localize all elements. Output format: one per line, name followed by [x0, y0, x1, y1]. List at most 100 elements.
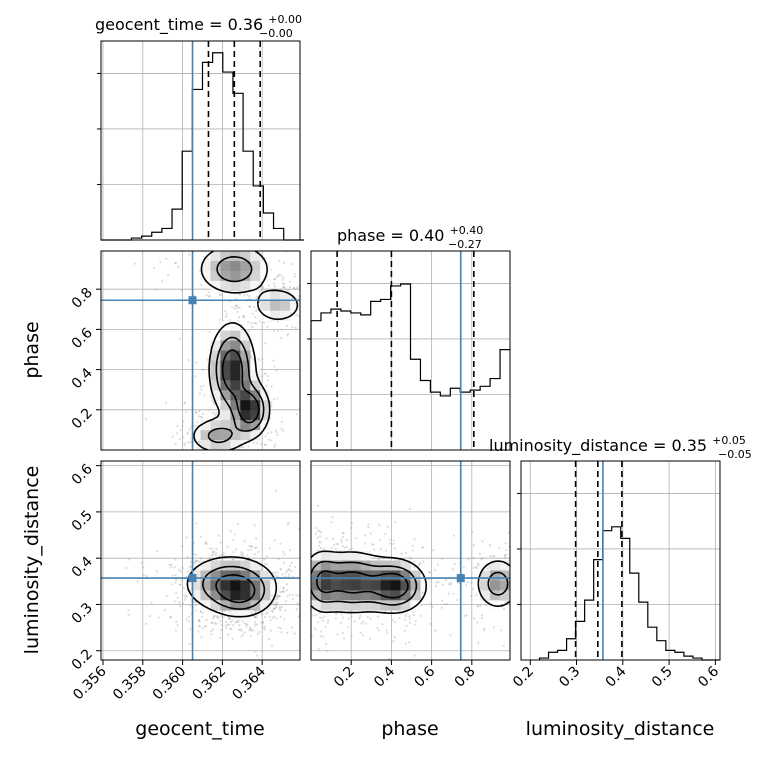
scatter-point [477, 604, 480, 607]
scatter-point [305, 586, 307, 588]
density-cell [230, 610, 241, 621]
scatter-point [274, 571, 277, 574]
scatter-point [371, 543, 374, 546]
scatter-point [453, 563, 457, 566]
scatter-point [297, 534, 299, 536]
scatter-point [239, 628, 242, 631]
scatter-point [408, 507, 411, 510]
scatter-point [393, 621, 397, 624]
scatter-point [525, 590, 527, 592]
scatter-point [176, 624, 179, 627]
scatter-point [534, 608, 536, 610]
contour-level-0 [193, 251, 299, 450]
density-cell [250, 560, 261, 571]
scatter-point [254, 650, 257, 653]
density-cell [230, 260, 241, 272]
scatter-point [279, 568, 282, 571]
scatter-point [234, 621, 237, 624]
scatter-point [179, 583, 182, 586]
scatter-point [201, 611, 205, 615]
scatter-point [354, 537, 357, 540]
scatter-point [198, 392, 202, 395]
scatter-point [182, 420, 185, 423]
scatter-point [270, 431, 273, 434]
density-cell [360, 600, 371, 611]
scatter-point [504, 542, 507, 545]
scatter-point [405, 613, 408, 616]
scatter-point [212, 451, 214, 453]
scatter-point [156, 550, 159, 553]
density-cell [330, 550, 342, 561]
scatter-point [388, 657, 391, 660]
scatter-point [253, 624, 257, 627]
density-cell [280, 310, 291, 321]
scatter-point [273, 539, 276, 542]
scatter-point [325, 643, 328, 646]
scatter-point [247, 445, 250, 448]
scatter-point [428, 571, 431, 574]
scatter-point [378, 523, 381, 526]
scatter-point [514, 573, 516, 575]
density-cell [260, 580, 271, 591]
scatter-point [503, 556, 507, 560]
scatter-point [447, 592, 450, 595]
scatter-point [479, 604, 482, 608]
scatter-point [290, 626, 294, 629]
scatter-point [196, 421, 199, 424]
scatter-point [315, 668, 317, 670]
scatter-point [367, 523, 370, 526]
scatter-point [201, 627, 205, 630]
density-cell [250, 400, 261, 411]
scatter-point [303, 305, 305, 307]
density-cell [220, 340, 231, 351]
scatter-point [295, 313, 298, 316]
scatter-point [307, 577, 309, 579]
scatter-point [201, 368, 205, 372]
scatter-point [227, 617, 230, 620]
scatter-point [276, 601, 279, 604]
scatter-point [217, 534, 220, 537]
scatter-point [466, 580, 469, 584]
density-cell [250, 420, 261, 431]
scatter-point [174, 629, 178, 632]
scatter-point [293, 287, 296, 290]
scatter-point [276, 594, 279, 597]
scatter-point [264, 371, 268, 375]
scatter-point [441, 583, 444, 587]
scatter-point [220, 629, 223, 632]
scatter-point [531, 564, 533, 566]
scatter-point [238, 306, 241, 309]
density-cell [200, 260, 211, 272]
scatter-point [224, 620, 228, 624]
scatter-point [325, 537, 328, 540]
scatter-point [200, 635, 203, 638]
scatter-point [301, 606, 303, 608]
x-tick-label-luminosity_distance: 0.6 [695, 663, 722, 690]
density-cell [350, 560, 362, 571]
scatter-point [219, 615, 222, 618]
scatter-point [222, 615, 225, 619]
scatter-point [219, 619, 222, 623]
scatter-point [440, 606, 443, 609]
scatter-point [198, 441, 201, 444]
scatter-point [159, 261, 162, 264]
scatter-point [518, 572, 520, 574]
scatter-point [471, 531, 474, 534]
scatter-point [282, 618, 286, 621]
scatter-point [231, 306, 234, 309]
scatter-point [282, 282, 285, 285]
x-tick-label-phase: 0.8 [452, 664, 479, 691]
scatter-point [304, 546, 306, 548]
scatter-point [272, 330, 276, 333]
scatter-point [282, 589, 285, 592]
scatter-point [384, 610, 387, 613]
scatter-point [320, 630, 323, 633]
scatter-point [248, 626, 252, 629]
scatter-point [334, 612, 337, 615]
scatter-point [282, 550, 285, 554]
scatter-point [366, 615, 369, 619]
density-cell [190, 580, 201, 591]
scatter-point [128, 613, 131, 616]
scatter-point [264, 450, 266, 452]
scatter-point [260, 454, 262, 456]
